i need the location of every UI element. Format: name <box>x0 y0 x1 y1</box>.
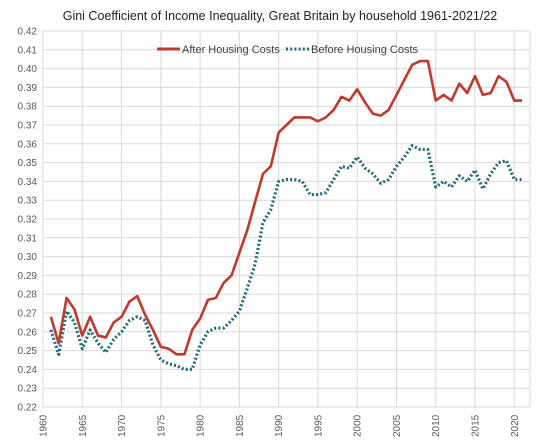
legend: After Housing Costs Before Housing Costs <box>157 44 418 56</box>
series-line-after-housing-costs <box>49 59 523 356</box>
y-tick-label: 0.28 <box>18 290 38 301</box>
x-tick-label: 2000 <box>353 414 364 437</box>
x-tick-label: 1995 <box>313 414 324 437</box>
y-tick-label: 0.36 <box>18 139 38 150</box>
y-tick-label: 0.27 <box>18 309 38 320</box>
series-lines <box>49 59 523 371</box>
legend-label-after-housing-costs: After Housing Costs <box>182 44 280 56</box>
plot-area-border <box>42 30 531 408</box>
chart-title: Gini Coefficient of Income Inequality, G… <box>63 9 498 23</box>
y-tick-label: 0.35 <box>18 158 38 169</box>
series-line-before-housing-costs <box>49 144 523 371</box>
x-tick-label: 2015 <box>471 414 482 437</box>
x-tick-label: 2005 <box>392 414 403 437</box>
legend-label-before-housing-costs: Before Housing Costs <box>311 44 418 56</box>
y-tick-label: 0.26 <box>18 327 38 338</box>
y-tick-label: 0.31 <box>18 233 38 244</box>
x-tick-label: 2010 <box>431 414 442 437</box>
x-tick-label: 1990 <box>274 414 285 437</box>
x-tick-label: 2020 <box>510 414 521 437</box>
y-tick-label: 0.37 <box>18 121 38 132</box>
y-tick-label: 0.38 <box>18 102 38 113</box>
y-tick-label: 0.25 <box>18 346 38 357</box>
y-tick-label: 0.33 <box>18 196 38 207</box>
x-tick-label: 1965 <box>78 414 89 437</box>
x-tick-label: 1970 <box>117 414 128 437</box>
x-tick-label: 1985 <box>235 414 246 437</box>
y-tick-label: 0.24 <box>18 365 38 376</box>
y-tick-label: 0.41 <box>18 45 38 56</box>
y-tick-label: 0.29 <box>18 271 38 282</box>
y-tick-label: 0.23 <box>18 384 38 395</box>
y-tick-label: 0.34 <box>18 177 38 188</box>
y-tick-label: 0.39 <box>18 83 38 94</box>
x-tick-label: 1980 <box>196 414 207 437</box>
y-tick-label: 0.40 <box>18 64 38 75</box>
y-tick-label: 0.30 <box>18 252 38 263</box>
x-tick-label: 1960 <box>39 414 50 437</box>
y-tick-label: 0.22 <box>18 403 38 414</box>
y-tick-label: 0.42 <box>18 27 38 38</box>
x-tick-label: 1975 <box>156 414 167 437</box>
y-tick-label: 0.32 <box>18 215 38 226</box>
axes: 0.22 0.23 0.24 0.25 0.26 0.27 0.28 0.29 0.30 0.31… <box>18 27 521 438</box>
